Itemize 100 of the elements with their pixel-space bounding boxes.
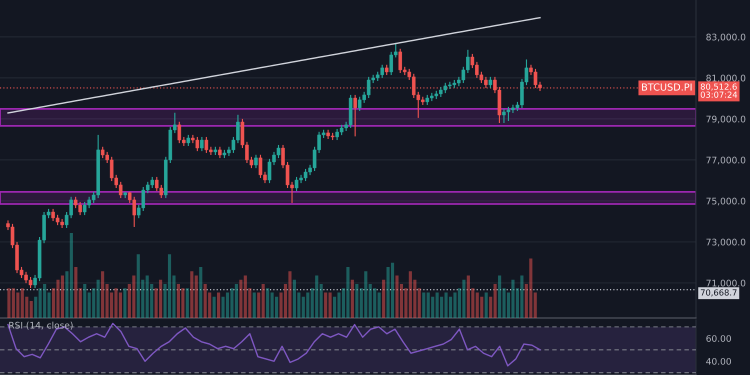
y-tick-label: 60.00 — [706, 335, 731, 342]
y-tick-label: 77,000.0 — [706, 156, 746, 164]
ref-line-label: 70,668.7 — [700, 289, 737, 296]
candlestick — [426, 94, 430, 106]
bar — [404, 288, 408, 318]
bar — [194, 276, 198, 318]
bar — [154, 288, 158, 318]
bar — [123, 288, 126, 318]
bar — [132, 276, 136, 318]
bar — [12, 288, 15, 318]
bar — [208, 292, 212, 318]
y-tick-label: 73,000.0 — [706, 238, 746, 246]
bar — [516, 288, 519, 318]
bar — [448, 296, 452, 318]
bar — [440, 296, 444, 318]
bar — [275, 296, 278, 318]
bar — [413, 280, 416, 318]
bar — [150, 284, 154, 318]
bar — [114, 288, 118, 318]
bar — [378, 292, 381, 318]
bar — [56, 280, 60, 318]
bar — [302, 296, 305, 318]
bar — [248, 288, 252, 318]
bar — [34, 296, 38, 318]
candlestick — [254, 154, 258, 169]
bar — [498, 276, 502, 318]
bar — [190, 271, 194, 318]
bar — [484, 292, 488, 318]
candlestick — [150, 176, 154, 189]
bar — [364, 271, 368, 318]
bar — [74, 267, 78, 318]
bar — [20, 288, 24, 318]
text: BTCUSD.PI — [642, 83, 692, 91]
bar — [342, 288, 346, 318]
candlestick — [200, 136, 204, 152]
bar — [106, 284, 109, 318]
bar — [176, 284, 180, 318]
bar — [337, 292, 341, 318]
bar — [118, 292, 122, 318]
bar — [226, 292, 230, 318]
bar — [221, 296, 225, 318]
bar — [458, 288, 461, 318]
candlestick — [118, 181, 122, 199]
bar — [436, 292, 439, 318]
bar — [181, 288, 184, 318]
bar — [234, 284, 238, 318]
bar — [355, 284, 358, 318]
bar — [230, 288, 234, 318]
bar — [494, 284, 497, 318]
bar — [480, 296, 484, 318]
bar — [70, 233, 73, 318]
bar — [506, 292, 510, 318]
bar — [297, 292, 300, 318]
bar — [284, 284, 288, 318]
candlestick — [398, 48, 402, 74]
bar — [43, 284, 46, 318]
candlestick — [132, 196, 136, 228]
bar — [502, 288, 506, 318]
bar — [128, 284, 131, 318]
bar — [270, 292, 274, 318]
bar — [279, 292, 283, 318]
bar — [444, 292, 448, 318]
candlestick — [384, 64, 388, 76]
bar — [489, 296, 492, 318]
candlestick — [141, 186, 146, 212]
bar — [52, 288, 56, 318]
bar — [431, 296, 434, 318]
bar — [328, 292, 332, 318]
bar — [204, 284, 207, 318]
bar — [382, 280, 386, 318]
bar — [395, 276, 399, 318]
bar — [453, 292, 457, 318]
bar — [262, 284, 265, 318]
bar — [83, 284, 86, 318]
bar — [168, 254, 172, 318]
candlestick — [186, 134, 190, 147]
bar — [266, 288, 270, 318]
candlestick — [389, 51, 394, 76]
bar — [292, 280, 296, 318]
bar — [324, 292, 328, 318]
bar — [7, 288, 10, 318]
bar — [466, 276, 470, 318]
bar — [65, 271, 68, 318]
bar — [332, 296, 336, 318]
bar — [244, 276, 247, 318]
bar — [16, 292, 20, 318]
bar — [471, 288, 474, 318]
bar — [524, 284, 528, 318]
bar — [520, 276, 524, 318]
bar — [25, 296, 28, 318]
bar — [101, 271, 104, 318]
bar — [426, 292, 430, 318]
bar — [529, 258, 532, 318]
ref-line-label: 80,512.6 03:07:24 — [700, 83, 738, 98]
y-tick-label: 83,000.0 — [706, 34, 746, 42]
bar — [257, 292, 260, 318]
bar — [386, 267, 390, 318]
candlestick — [380, 64, 384, 78]
bar — [78, 288, 82, 318]
bar — [96, 280, 100, 318]
